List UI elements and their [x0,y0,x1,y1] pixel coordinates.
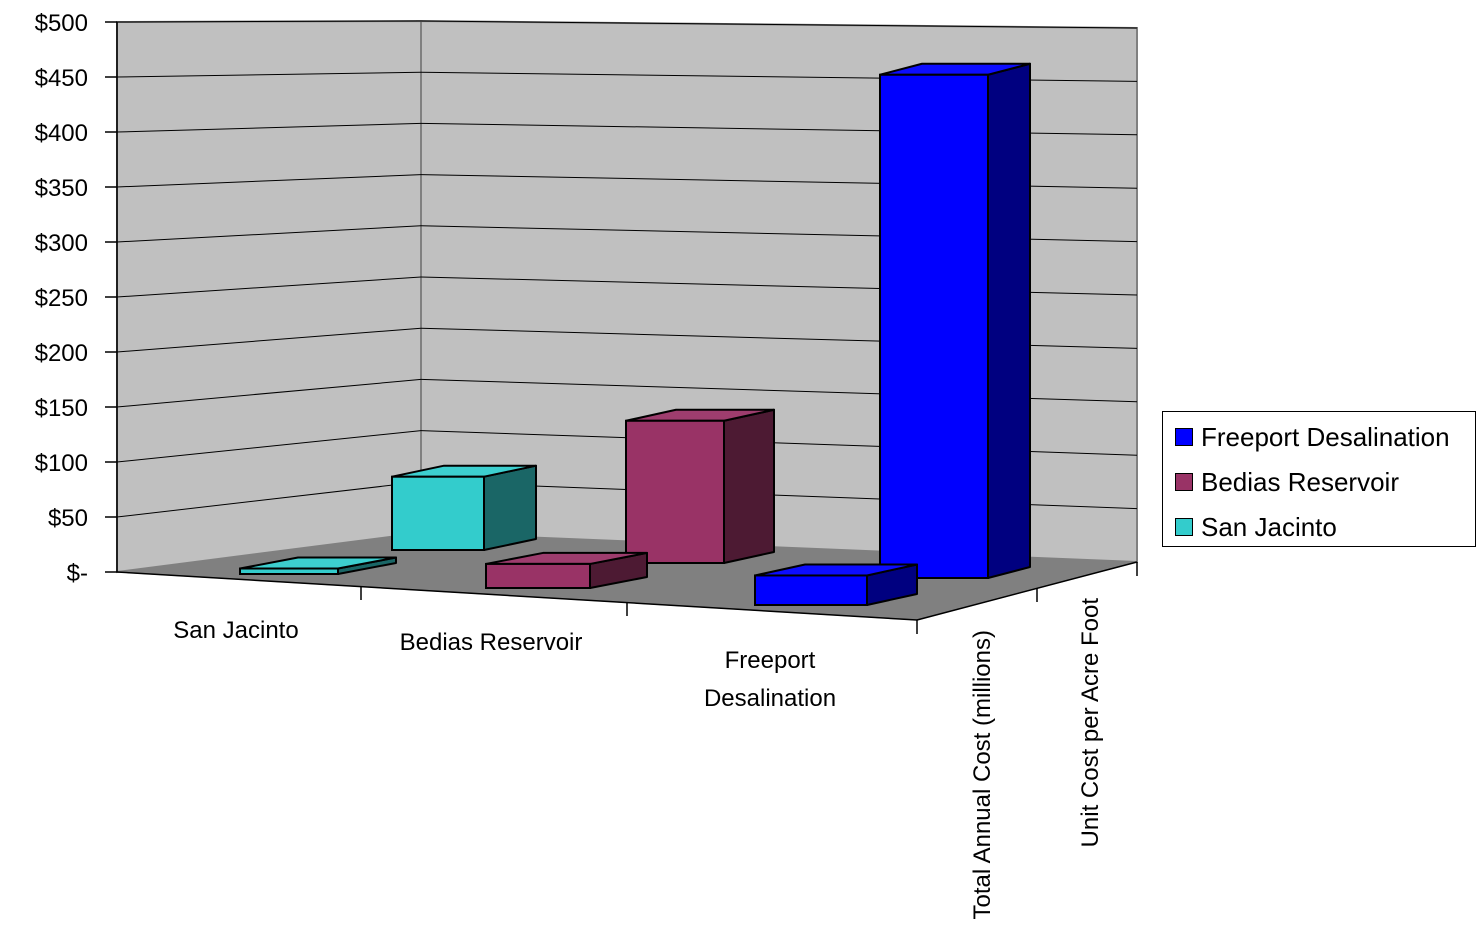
legend-item-bedias: Bedias Reservoir [1175,467,1399,497]
category-label: San Jacinto [173,617,298,644]
bars [239,62,1031,606]
bar-front [625,419,725,564]
depth-category-labels: Total Annual Cost (millions) Unit Cost pe… [969,598,1104,920]
bar-0-1 [391,464,537,551]
gridline [116,71,422,78]
bar-2-0 [754,563,918,606]
bar-side [723,408,775,564]
legend-label: San Jacinto [1201,511,1337,542]
y-tick-label: $400 [35,120,88,147]
depth-axis-line [916,561,1138,621]
category-label: Bedias Reservoir [400,629,583,656]
y-tick-label: $- [67,560,88,587]
category-label: Freeport Desalination [704,647,836,712]
legend-item-freeport: Freeport Desalination [1175,422,1450,452]
y-tick-label: $450 [35,65,88,92]
bar-2-1 [879,62,1031,579]
gridline [116,430,422,463]
y-tick-label: $150 [35,395,88,422]
bar-1-0 [485,551,648,590]
y-tick-label: $200 [35,340,88,367]
bar-front [485,562,591,590]
bar-front [391,475,485,551]
gridline [116,174,422,188]
legend-swatch [1175,473,1193,491]
y-tick-labels: $500 $450 $400 $350 $300 $250 $200 $150 $100 $50 $… [35,10,88,587]
depth-category-label: Total Annual Cost (millions) [969,630,996,919]
left-wall [116,19,422,574]
legend: Freeport Desalination Bedias Reservoir S… [1162,411,1476,547]
y-tick-label: $250 [35,285,88,312]
bar-0-0 [239,556,397,576]
legend-item-san-jacinto: San Jacinto [1175,512,1337,542]
gridline [116,20,422,23]
legend-label: Freeport Desalination [1201,421,1450,452]
depth-category-label: Unit Cost per Acre Foot [1077,598,1104,848]
bar-front [754,574,868,606]
bar-side [987,62,1031,579]
bar-front [239,567,339,576]
legend-swatch [1175,428,1193,446]
y-tick-label: $50 [48,505,88,532]
y-tick-label: $350 [35,175,88,202]
bar-front [879,73,989,579]
gridline [116,327,422,353]
y-tick-label: $500 [35,10,88,37]
axes [105,21,1138,634]
y-tick-label: $300 [35,230,88,257]
gridline [116,378,422,408]
category-labels: San Jacinto Bedias Reservoir Freeport Desal… [173,617,836,712]
gridline [116,481,422,518]
legend-label: Bedias Reservoir [1201,466,1399,497]
gridline [116,225,422,243]
gridline [116,122,422,133]
gridline [116,276,422,298]
x-axis-line [116,571,918,621]
gridline [420,20,1138,29]
y-tick-label: $100 [35,450,88,477]
bar-side [483,464,537,551]
legend-swatch [1175,518,1193,536]
bar-1-1 [625,408,775,564]
